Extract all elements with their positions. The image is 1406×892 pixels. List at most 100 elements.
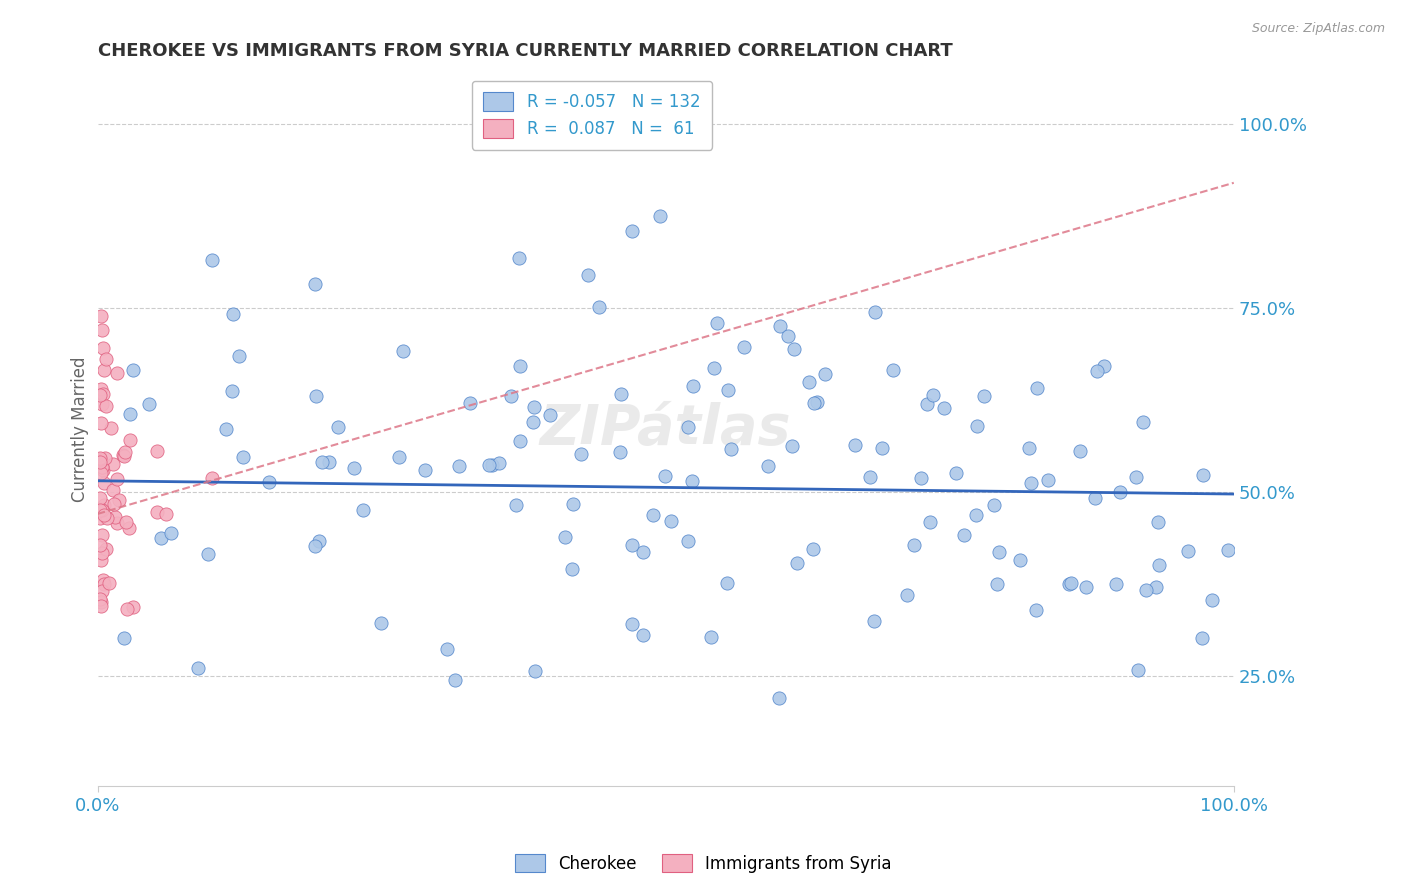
Point <box>89 491 111 506</box>
Point <box>562 497 585 511</box>
Point <box>186 661 208 675</box>
Point <box>94 399 117 413</box>
Point <box>1060 575 1083 590</box>
Point <box>97 575 120 590</box>
Point <box>1191 468 1213 483</box>
Point <box>863 614 886 628</box>
Point <box>90 552 112 566</box>
Point <box>676 420 699 434</box>
Point <box>138 397 160 411</box>
Point <box>91 584 114 599</box>
Point <box>654 469 676 483</box>
Point <box>105 516 128 530</box>
Point <box>89 388 111 402</box>
Text: CHEROKEE VS IMMIGRANTS FROM SYRIA CURRENTLY MARRIED CORRELATION CHART: CHEROKEE VS IMMIGRANTS FROM SYRIA CURREN… <box>97 42 952 60</box>
Point <box>678 534 700 549</box>
Point <box>91 323 114 337</box>
Point <box>1025 602 1047 616</box>
Point <box>965 508 987 522</box>
Point <box>783 342 806 356</box>
Point <box>609 445 631 459</box>
Point <box>768 690 790 705</box>
Point <box>561 562 583 576</box>
Point <box>93 498 115 512</box>
Point <box>631 545 654 559</box>
Point <box>90 460 112 475</box>
Point <box>703 360 725 375</box>
Point <box>1084 491 1107 506</box>
Point <box>159 525 181 540</box>
Point <box>93 476 115 491</box>
Point <box>1092 359 1115 373</box>
Point <box>388 450 411 464</box>
Point <box>870 441 893 455</box>
Point <box>149 531 172 545</box>
Point <box>588 300 610 314</box>
Point <box>103 497 125 511</box>
Point <box>973 389 995 403</box>
Point <box>222 307 245 321</box>
Point <box>733 340 755 354</box>
Point <box>523 401 546 415</box>
Point <box>91 463 114 477</box>
Point <box>780 439 803 453</box>
Point <box>865 305 887 319</box>
Point <box>986 576 1008 591</box>
Point <box>114 515 136 529</box>
Point <box>631 628 654 642</box>
Point <box>415 463 437 477</box>
Point <box>1144 580 1167 594</box>
Point <box>776 329 799 343</box>
Point <box>903 538 925 552</box>
Point <box>90 599 112 613</box>
Point <box>114 445 136 459</box>
Point <box>648 209 671 223</box>
Point <box>370 615 392 630</box>
Point <box>221 384 243 398</box>
Point <box>806 395 828 409</box>
Point <box>922 388 945 402</box>
Point <box>89 450 111 465</box>
Point <box>108 492 131 507</box>
Point <box>91 573 114 587</box>
Point <box>481 458 503 472</box>
Point <box>90 527 112 541</box>
Point <box>308 534 330 549</box>
Point <box>118 521 141 535</box>
Point <box>509 359 531 373</box>
Point <box>522 415 544 429</box>
Point <box>578 268 600 282</box>
Point <box>505 499 527 513</box>
Point <box>1074 581 1097 595</box>
Point <box>91 396 114 410</box>
Point <box>681 475 703 489</box>
Point <box>918 515 941 529</box>
Point <box>89 455 111 469</box>
Point <box>90 417 112 431</box>
Point <box>1069 444 1091 458</box>
Point <box>105 367 128 381</box>
Point <box>89 538 111 552</box>
Point <box>756 458 779 473</box>
Point <box>966 419 988 434</box>
Point <box>94 450 117 465</box>
Point <box>769 318 792 333</box>
Point <box>111 448 134 462</box>
Point <box>96 511 118 525</box>
Point <box>717 384 740 398</box>
Point <box>91 387 114 401</box>
Point <box>117 602 139 616</box>
Point <box>910 471 932 485</box>
Point <box>953 528 976 542</box>
Point <box>90 595 112 609</box>
Point <box>1010 553 1032 567</box>
Point <box>94 352 117 367</box>
Point <box>1125 470 1147 484</box>
Point <box>89 591 111 606</box>
Point <box>720 442 742 457</box>
Point <box>104 510 127 524</box>
Point <box>89 503 111 517</box>
Point <box>499 389 522 403</box>
Point <box>122 362 145 376</box>
Point <box>318 455 340 469</box>
